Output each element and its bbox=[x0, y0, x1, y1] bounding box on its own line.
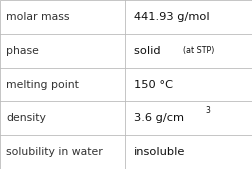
Text: (at STP): (at STP) bbox=[183, 46, 214, 55]
Text: density: density bbox=[6, 113, 46, 123]
Text: phase: phase bbox=[6, 46, 39, 56]
Text: solid: solid bbox=[134, 46, 167, 56]
Text: insoluble: insoluble bbox=[134, 147, 185, 157]
Text: melting point: melting point bbox=[6, 79, 79, 90]
Text: 150 °C: 150 °C bbox=[134, 79, 173, 90]
Text: 3: 3 bbox=[205, 106, 210, 115]
Text: molar mass: molar mass bbox=[6, 12, 70, 22]
Text: solubility in water: solubility in water bbox=[6, 147, 103, 157]
Text: 3.6 g/cm: 3.6 g/cm bbox=[134, 113, 183, 123]
Text: 441.93 g/mol: 441.93 g/mol bbox=[134, 12, 209, 22]
